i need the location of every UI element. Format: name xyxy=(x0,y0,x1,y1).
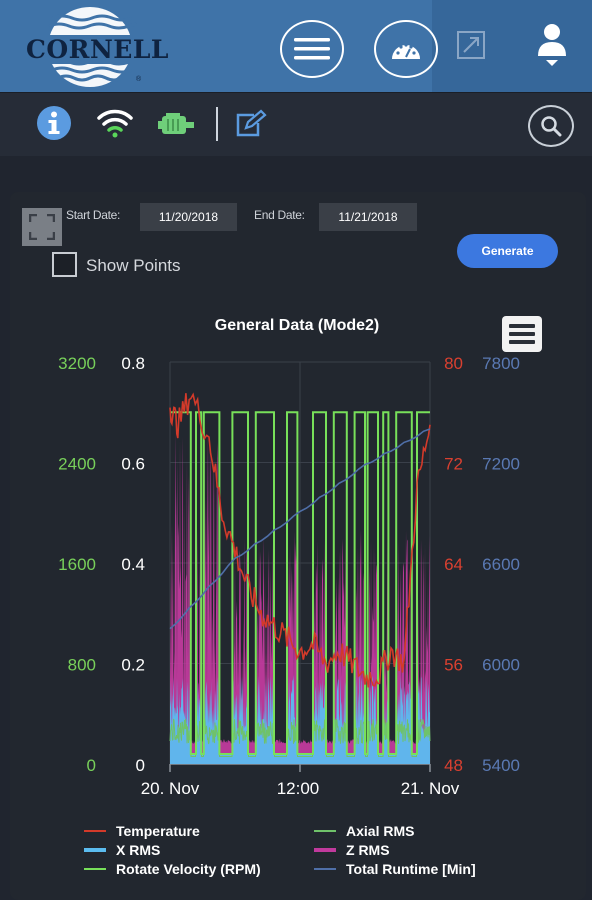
start-date-label: Start Date: xyxy=(66,208,121,222)
fullscreen-button[interactable] xyxy=(22,208,62,246)
dashboard-button[interactable] xyxy=(374,20,438,78)
chart-panel xyxy=(10,192,586,900)
chart-menu-icon-bar xyxy=(509,332,535,336)
menu-icon xyxy=(294,38,330,60)
search-icon xyxy=(541,116,562,137)
motor-icon xyxy=(158,113,196,142)
show-points-label: Show Points xyxy=(86,256,181,275)
search-button[interactable] xyxy=(528,105,574,147)
toolbar-divider xyxy=(216,107,218,141)
logo-wordmark: CORNELL xyxy=(24,35,172,64)
wifi-icon xyxy=(96,107,134,144)
start-date-field[interactable]: 11/20/2018 xyxy=(140,203,237,231)
user-icon[interactable] xyxy=(536,22,568,68)
main-menu-button[interactable] xyxy=(280,20,344,78)
chart-menu-icon-bar xyxy=(509,340,535,344)
toolbar xyxy=(0,92,592,156)
show-points-checkbox[interactable] xyxy=(52,252,77,277)
chart-menu-button[interactable] xyxy=(502,316,542,352)
chart-menu-icon xyxy=(509,324,535,328)
generate-button[interactable]: Generate xyxy=(457,234,558,268)
logo-registered-mark: ® xyxy=(136,76,142,83)
end-date-field[interactable]: 11/21/2018 xyxy=(319,203,417,231)
gauge-icon xyxy=(392,43,420,59)
expand-icon[interactable] xyxy=(456,30,486,60)
end-date-label: End Date: xyxy=(254,208,305,222)
fullscreen-icon xyxy=(29,214,55,240)
edit-icon[interactable] xyxy=(234,109,268,144)
cornell-logo: CORNELL ® xyxy=(18,4,172,90)
info-icon[interactable] xyxy=(36,105,72,146)
